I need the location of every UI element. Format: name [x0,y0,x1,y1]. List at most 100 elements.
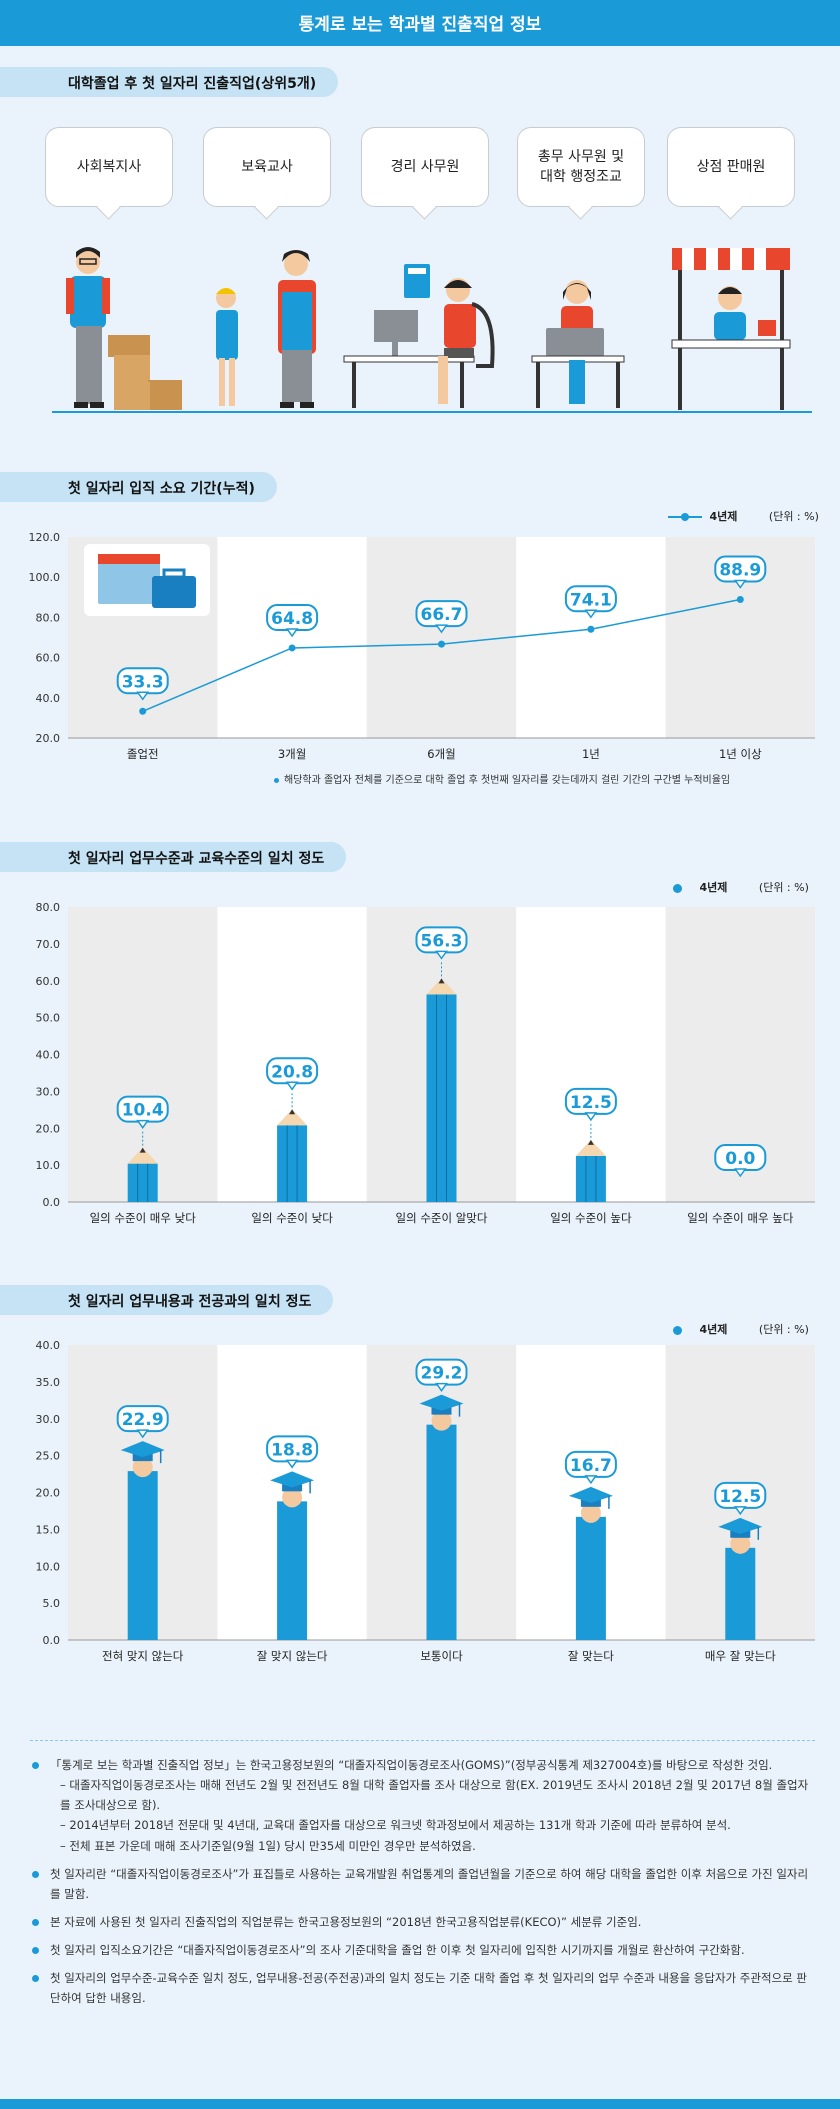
graduate-head-4 [730,1533,751,1554]
value-label-pointer-4 [733,579,747,589]
y-tick-label-1: 5.0 [43,1597,61,1610]
section-title-level-chart: 첫 일자리 업무수준과 교육수준의 일치 정도 [0,842,347,872]
data-label-1: 20.8 [271,1062,313,1082]
shop-clerk-figure [671,248,791,410]
bar-3 [575,1139,606,1202]
x-tick-label-4: 매우 잘 맞는다 [705,1649,776,1663]
line-chart-footnote: 해당학과 졸업자 전체를 기준으로 대학 졸업 후 첫번째 일자리를 갖는데까지… [274,771,730,786]
value-label-pointer-1 [285,1459,299,1469]
bar-2 [419,1394,464,1640]
illustration-floor-line [52,411,812,413]
bar-3 [568,1486,613,1640]
value-label-pointer-3 [584,1475,598,1485]
x-tick-label-2: 보통이다 [420,1649,463,1663]
x-tick-label-0: 졸업전 [127,747,159,760]
y-tick-label-3: 30.0 [36,1085,61,1098]
data-label-4: 88.9 [719,561,761,581]
page-title: 통계로 보는 학과별 진출직업 정보 [298,15,542,35]
value-label-pointer-2 [435,950,448,960]
y-tick-label-4: 20.0 [36,1487,61,1500]
y-tick-label-3: 80.0 [36,611,61,624]
bar-2 [426,978,457,1202]
x-tick-label-4: 1년 이상 [719,747,762,760]
section-title-jobs: 대학졸업 후 첫 일자리 진출직업(상위5개) [0,67,339,97]
y-tick-label-7: 70.0 [36,938,61,951]
graduate-body-1 [277,1501,308,1640]
legend-level-chart: 4년제 (단위 : %) [673,879,809,895]
job-bubble-1: 사회복지사 [45,127,173,207]
y-tick-label-2: 10.0 [36,1560,61,1573]
data-point-0 [139,707,147,715]
y-tick-label-5: 120.0 [29,531,61,544]
pencil-body-1 [277,1125,308,1202]
note-item-4: 첫 일자리의 업무수준-교육수준 일치 정도, 업무내용-전공(주전공)과의 일… [30,1968,815,2008]
data-point-1 [288,644,296,652]
note-text-3: 첫 일자리 입직소요기간은 “대졸자직업이동경로조사”의 조사 기준대학을 졸업… [50,1943,745,1957]
plot-band-2 [366,537,517,738]
note-sub-0-0: – 대졸자직업이동경로조사는 매해 전년도 2월 및 전전년도 8월 대학 졸업… [60,1778,809,1813]
graduate-body-2 [426,1424,457,1640]
graduate-cap-base-0 [132,1453,153,1462]
y-tick-label-5: 25.0 [36,1450,61,1463]
value-label-pointer-0 [136,1429,150,1439]
y-tick-label-8: 40.0 [36,1339,61,1352]
data-label-3: 12.5 [570,1093,612,1113]
value-label-pointer-3 [584,609,598,619]
calendar-briefcase-icon [84,544,210,616]
bar-chart-major-match: 0.0 5.0 10.0 15.0 20.0 25.0 30.0 35.0 40.0 전혀 맞지 … [36,1339,815,1663]
note-sub-0-1: – 2014년부터 2018년 전문대 및 4년대, 교육대 졸업자를 대상으로… [60,1818,731,1833]
x-tick-label-1: 일의 수준이 낮다 [251,1211,333,1225]
data-label-0: 22.9 [122,1410,164,1430]
value-label-pointer-1 [285,628,299,638]
calendar-icon [98,554,160,604]
pencil-lead-1 [289,1109,296,1115]
legend-line-chart: 4년제 (단위 : %) [668,508,819,524]
value-label-pointer-3 [584,1112,598,1122]
data-label-4: 0.0 [725,1149,755,1169]
data-label-2: 56.3 [421,931,463,951]
job-bubble-3: 경리 사무원 [361,127,489,207]
y-tick-label-2: 60.0 [36,652,61,665]
pencil-body-0 [127,1163,158,1202]
x-tick-label-3: 일의 수준이 높다 [550,1211,632,1225]
pencil-body-2 [426,994,457,1202]
note-sub-0-2: – 전체 표본 가운데 매해 조사기준일(9월 1일) 당시 만35세 미만인 … [60,1838,476,1853]
graduate-head-2 [431,1410,452,1431]
data-label-2: 66.7 [421,605,463,625]
data-label-3: 74.1 [570,590,612,610]
note-text-4: 첫 일자리의 업무수준-교육수준 일치 정도, 업무내용-전공(주전공)과의 일… [50,1971,807,2006]
notes-divider [30,1740,815,1741]
graduate-body-0 [127,1471,158,1640]
social-worker-figure [66,247,182,410]
pencil-body-3 [575,1155,606,1202]
graduate-head-1 [282,1487,303,1508]
office-clerk-figure [531,280,625,408]
note-item-2: 본 자료에 사용된 첫 일자리 진출직업의 직업분류는 한국고용정보원의 “20… [30,1912,815,1932]
value-label-pointer-2 [435,624,448,634]
accountant-figure [343,264,495,408]
legend-series-name: 4년제 [709,510,738,523]
value-label-pointer-4 [733,1168,747,1178]
note-item-0: 「통계로 보는 학과별 진출직업 정보」는 한국고용정보원의 “대졸자직업이동경… [30,1755,815,1856]
x-tick-label-0: 일의 수준이 매우 낮다 [90,1211,197,1225]
x-tick-label-1: 3개월 [278,747,306,760]
y-tick-label-0: 20.0 [36,732,61,745]
y-tick-label-0: 0.0 [43,1196,61,1209]
data-point-4 [736,596,744,604]
pencil-tip-3 [575,1139,606,1156]
graduate-cap-base-3 [580,1498,601,1507]
graduate-cap-icon-3 [568,1486,613,1503]
bar-1 [270,1471,315,1640]
graduate-body-3 [575,1516,606,1640]
note-text-0: 「통계로 보는 학과별 진출직업 정보」는 한국고용정보원의 “대졸자직업이동경… [50,1758,773,1772]
data-label-1: 64.8 [271,609,313,629]
job-bubble-4: 총무 사무원 및 대학 행정조교 [517,127,645,207]
bar-1 [277,1109,308,1202]
data-point-2 [438,640,445,648]
y-tick-label-4: 100.0 [29,571,61,584]
data-label-0: 33.3 [122,672,164,692]
data-label-0: 10.4 [122,1101,164,1121]
x-tick-label-3: 잘 맞는다 [568,1649,614,1663]
legend-line-marker [668,513,702,521]
x-tick-label-0: 전혀 맞지 않는다 [102,1649,184,1663]
